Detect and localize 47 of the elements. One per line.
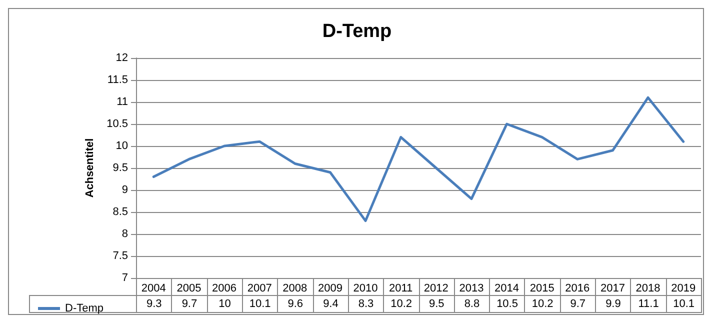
- y-tick-label: 11.5: [107, 74, 128, 86]
- x-tick-label: 2006: [212, 282, 237, 294]
- x-tick-label: 2009: [318, 282, 342, 294]
- y-tick-label: 8.5: [112, 206, 128, 218]
- x-tick-label: 2017: [600, 282, 625, 294]
- y-tick-label: 7.5: [112, 250, 128, 262]
- x-tick-label: 2005: [176, 282, 202, 294]
- x-tick-label: 2015: [530, 282, 554, 294]
- data-label: 11.1: [630, 295, 667, 313]
- data-label: 9.6: [277, 295, 314, 313]
- x-tick-label: 2008: [282, 282, 308, 294]
- data-label: 9.9: [595, 295, 632, 313]
- y-tick-label: 9: [122, 184, 128, 196]
- y-axis-title: Achsentitel: [84, 138, 96, 198]
- data-label: 8.8: [454, 295, 490, 313]
- chart-title: D-Temp: [322, 21, 392, 42]
- data-label: 9.5: [418, 295, 455, 313]
- x-tick-label: 2007: [247, 282, 272, 294]
- data-label: 8.3: [348, 295, 384, 313]
- data-label: 10.1: [666, 295, 702, 313]
- y-tick-label: 8: [122, 228, 128, 240]
- data-label: 9.7: [560, 295, 596, 313]
- data-label: 9.7: [171, 295, 208, 313]
- data-label: 9.3: [136, 295, 172, 313]
- x-tick-label: 2019: [671, 282, 696, 294]
- y-tick-label: 10: [116, 140, 128, 152]
- x-tick-label: 2010: [353, 282, 378, 294]
- y-tick-label: 11: [116, 96, 128, 108]
- data-label: 10.1: [242, 295, 278, 313]
- x-tick-label: 2018: [636, 282, 660, 294]
- y-tick-label: 9.5: [112, 162, 128, 174]
- x-tick-label: 2012: [424, 282, 448, 294]
- x-tick-label: 2013: [459, 282, 484, 294]
- data-label: 9.4: [312, 295, 349, 313]
- data-label: 10.5: [489, 295, 526, 313]
- x-tick-label: 2014: [494, 282, 520, 294]
- x-tick-label: 2004: [141, 282, 166, 294]
- x-tick-label: 2011: [389, 282, 413, 294]
- x-tick-label: 2016: [565, 282, 590, 294]
- y-tick-label: 10.5: [106, 118, 128, 130]
- line-series: [152, 96, 685, 222]
- data-label: 10.2: [383, 295, 420, 313]
- data-label: 10.2: [524, 295, 561, 313]
- data-label: 10: [206, 295, 243, 313]
- legend-label: D-Temp: [65, 302, 104, 314]
- y-tick-label: 7: [122, 272, 128, 284]
- y-tick-label: 12: [116, 52, 128, 64]
